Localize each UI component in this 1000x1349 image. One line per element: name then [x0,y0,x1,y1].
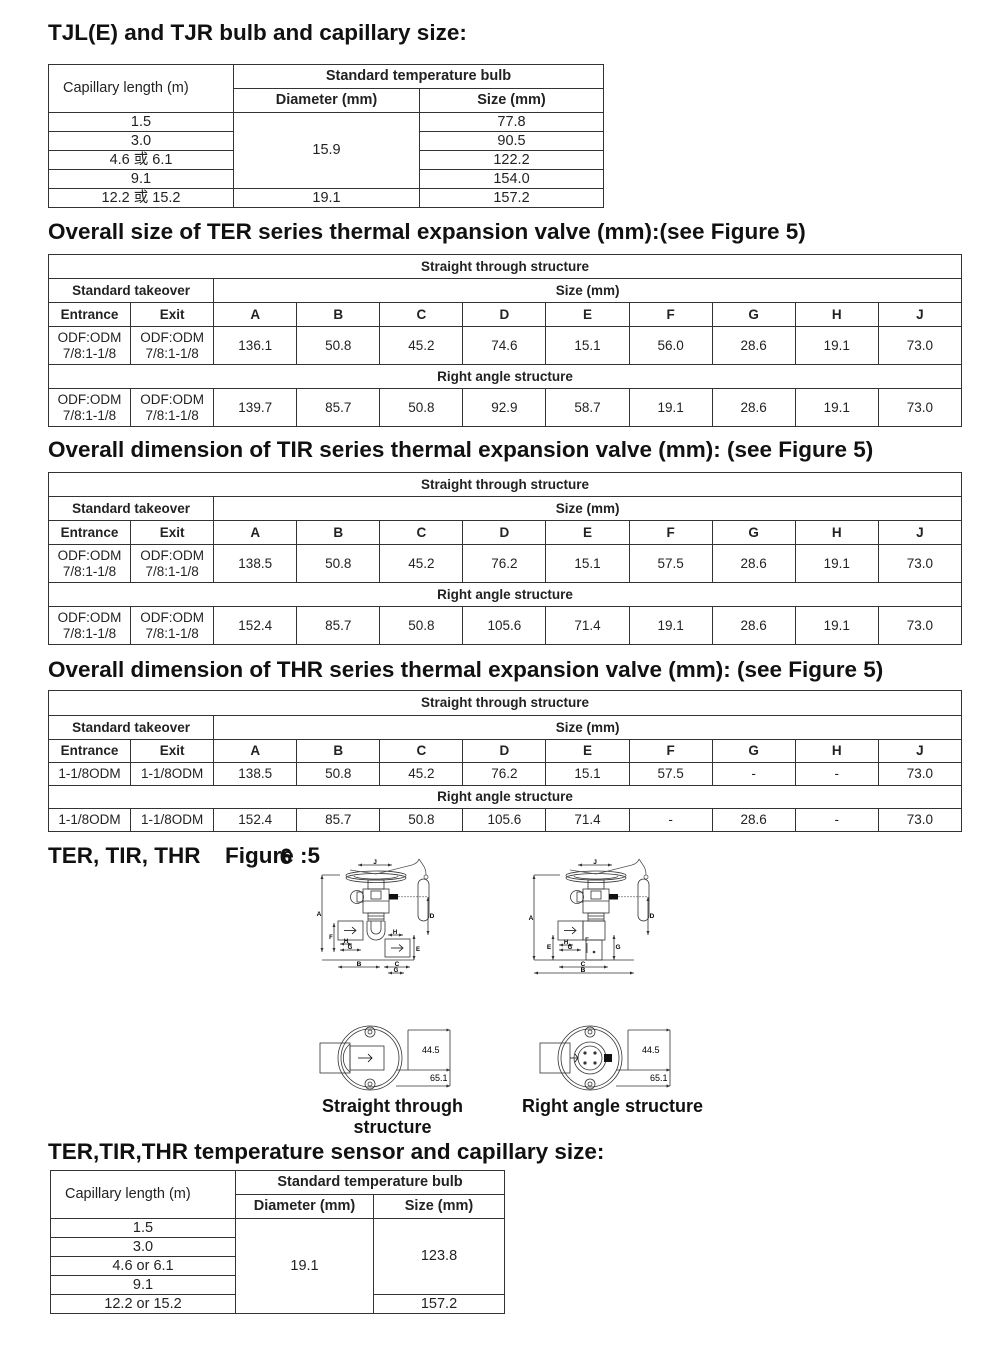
svg-text:F: F [329,935,333,941]
svg-text:65.1: 65.1 [650,1073,668,1083]
svg-text:D: D [430,913,435,920]
svg-text:E: E [547,944,552,951]
svg-text:E: E [416,947,420,953]
svg-text:G: G [348,945,353,951]
svg-text:A: A [529,915,534,922]
svg-text:B: B [581,967,586,974]
svg-text:D: D [650,913,655,920]
svg-text:A: A [317,911,322,918]
svg-text:44.5: 44.5 [642,1045,660,1055]
svg-text:B: B [357,961,362,968]
svg-text:G: G [615,944,620,951]
svg-text:G: G [568,945,573,951]
svg-text:65.1: 65.1 [430,1073,448,1083]
svg-text:G: G [394,968,399,974]
svg-text:J: J [373,859,377,866]
svg-text:C: C [395,961,400,968]
svg-text:J: J [593,859,597,866]
svg-text:44.5: 44.5 [422,1045,440,1055]
svg-text:H: H [393,930,397,936]
